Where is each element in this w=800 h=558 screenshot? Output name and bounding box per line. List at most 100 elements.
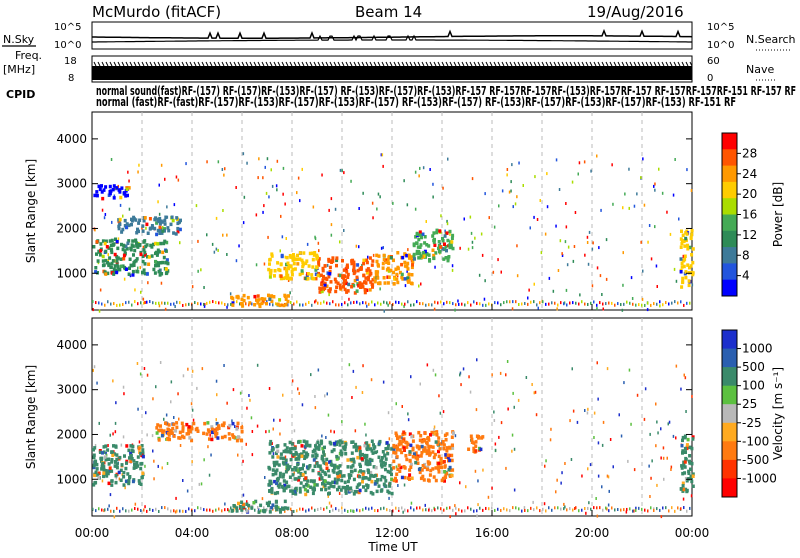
scatter-cell [352,369,355,373]
scatter-cell [285,237,287,240]
echo-cell [426,467,429,472]
echo-cell [303,470,307,475]
colorbar-swatch [722,214,737,232]
scatter-cell [270,168,272,172]
echo-cell [97,471,101,475]
echo-cell [680,464,684,468]
echo-cell [407,272,411,277]
clutter-cell [353,509,355,513]
scatter-cell [330,197,333,201]
echo-cell [421,232,425,236]
noise-left-tick-bottom: 10^0 [54,40,81,51]
echo-cell [119,478,123,482]
freq-mark [505,61,509,67]
echo-cell [206,421,210,425]
beam-title: Beam 14 [355,3,422,21]
scatter-cell [268,429,270,433]
scatter-cell [659,304,661,308]
echo-cell [111,453,115,457]
clutter-cell [506,508,508,512]
clutter-cell [185,303,187,307]
freq-mark [333,61,337,67]
scatter-cell [107,444,109,447]
echo-cell [412,452,416,456]
echo-cell [123,192,127,196]
echo-cell [314,276,318,281]
echo-cell [400,262,404,267]
echo-cell [275,481,278,486]
scatter-cell [140,290,142,294]
echo-cell [417,256,421,260]
echo-cell [682,487,686,492]
clutter-cell [434,300,436,304]
scatter-cell [114,421,117,425]
echo-cell [370,479,374,484]
echo-cell [437,449,440,454]
echo-cell [343,480,347,485]
echo-cell [470,440,474,444]
colorbar-swatch [722,279,737,297]
scatter-cell [625,510,628,514]
clutter-cell [662,506,664,510]
echo-cell [165,258,169,262]
echo-cell [272,460,276,465]
freq-mark [645,61,649,67]
echo-cell [135,244,139,248]
scatter-cell [124,486,126,490]
scatter-cell [146,373,149,377]
echo-cell [95,193,99,198]
echo-cell [414,235,418,239]
noise-right-label: N.Search [746,33,796,46]
echo-cell [128,475,132,479]
echo-cell [417,430,421,435]
clutter-cell [368,507,370,511]
echo-cell [304,476,308,480]
echo-cell [116,265,120,269]
echo-cell [427,448,431,452]
x-tick-label: 00:00 [675,526,710,540]
echo-cell [210,437,214,442]
echo-cell [382,253,386,258]
echo-cell [100,456,104,461]
clutter-cell [641,507,643,511]
scatter-cell [144,505,146,509]
scatter-cell [493,410,495,414]
echo-cell [410,273,414,277]
echo-cell [284,470,288,474]
freq-mark [477,61,481,67]
clutter-cell [155,301,157,305]
echo-cell [322,274,325,279]
clutter-cell [347,303,349,307]
echo-cell [384,447,388,451]
scatter-cell [93,365,96,369]
echo-cell [312,458,316,462]
echo-cell [297,455,301,459]
scatter-cell [598,246,600,250]
echo-cell [242,504,245,509]
scatter-cell [537,306,539,310]
freq-mark [253,61,257,67]
echo-cell [263,297,267,301]
echo-cell [448,474,452,478]
scatter-cell [177,392,179,396]
scatter-cell [597,441,600,445]
freq-mark [177,61,181,67]
scatter-cell [630,276,633,280]
echo-cell [355,485,359,490]
echo-cell [202,431,206,436]
echo-cell [178,430,182,435]
scatter-cell [191,369,194,373]
scatter-cell [429,168,431,171]
scatter-cell [324,394,326,398]
echo-cell [122,253,126,258]
echo-cell [275,477,279,482]
echo-cell [435,230,439,235]
echo-cell [114,474,118,478]
echo-cell [133,248,137,253]
scatter-cell [211,242,214,246]
echo-cell [360,457,364,461]
scatter-cell [585,511,587,515]
clutter-cell [653,302,655,306]
freq-mark [641,61,645,67]
scatter-cell [675,364,678,368]
